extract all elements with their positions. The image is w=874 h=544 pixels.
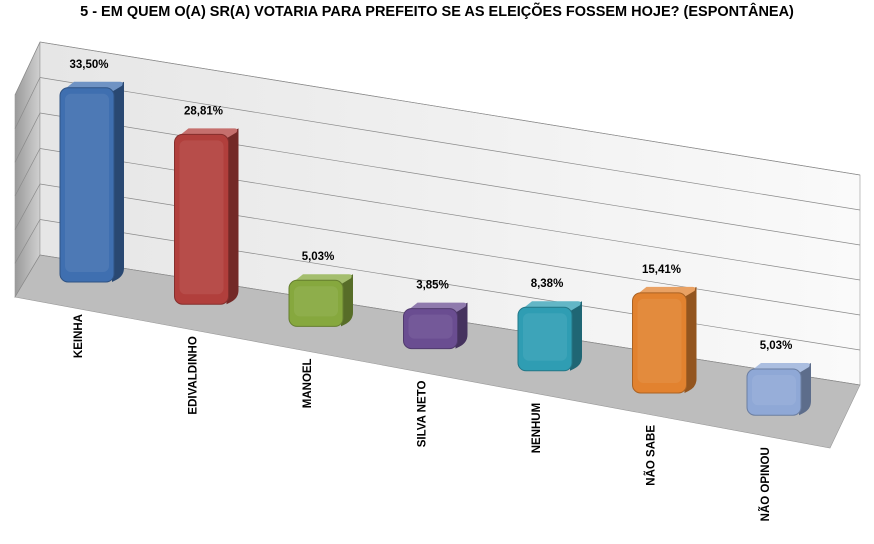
category-label: EDIVALDINHO	[188, 336, 200, 414]
bar-edivaldinho	[174, 128, 239, 305]
bar-highlight	[294, 286, 338, 317]
category-label: NÃO SABE	[645, 425, 658, 486]
gridline	[39, 41, 861, 176]
gridline	[39, 77, 861, 211]
gridline	[39, 112, 861, 246]
category-label: NENHUM	[531, 403, 543, 453]
bar-highlight	[637, 298, 682, 383]
bar-side	[341, 274, 353, 327]
data-label: 5,03%	[302, 251, 335, 263]
gridline	[14, 148, 41, 197]
bar-nenhum	[517, 301, 582, 372]
bar-silva-neto	[403, 302, 468, 350]
data-label: 33,50%	[69, 59, 108, 71]
category-label: KEINHA	[73, 314, 85, 358]
bar-highlight	[752, 375, 796, 406]
bar-side	[112, 81, 124, 282]
bar-side	[226, 128, 239, 305]
bar-side	[570, 301, 582, 371]
gridline	[14, 112, 41, 163]
data-label: 28,81%	[184, 105, 223, 117]
gridline	[14, 77, 41, 129]
bar-highlight	[65, 93, 109, 272]
bar-highlight	[179, 140, 224, 295]
gridline	[14, 41, 41, 96]
gridline	[14, 219, 41, 264]
data-label: 15,41%	[642, 264, 681, 276]
bar-manoel	[288, 274, 353, 327]
bar-side	[799, 363, 811, 416]
gridline	[14, 254, 41, 298]
bar-side	[684, 286, 697, 393]
category-label: NÃO OPINOU	[759, 447, 772, 521]
data-label: 3,85%	[416, 280, 449, 292]
bar-highlight	[408, 314, 453, 339]
gridline	[14, 183, 41, 230]
bar-highlight	[523, 313, 567, 361]
data-label: 5,03%	[760, 340, 793, 352]
bar-não-sabe	[632, 286, 697, 394]
chart-title: 5 - EM QUEM O(A) SR(A) VOTARIA PARA PREF…	[80, 4, 794, 20]
data-label: 8,38%	[531, 278, 564, 290]
left-wall	[14, 41, 41, 299]
bar-não-opinou	[746, 363, 811, 416]
bar-keinha	[59, 81, 124, 283]
category-label: MANOEL	[302, 358, 314, 408]
category-label: SILVA NETO	[417, 381, 429, 448]
bar-side	[455, 302, 468, 349]
